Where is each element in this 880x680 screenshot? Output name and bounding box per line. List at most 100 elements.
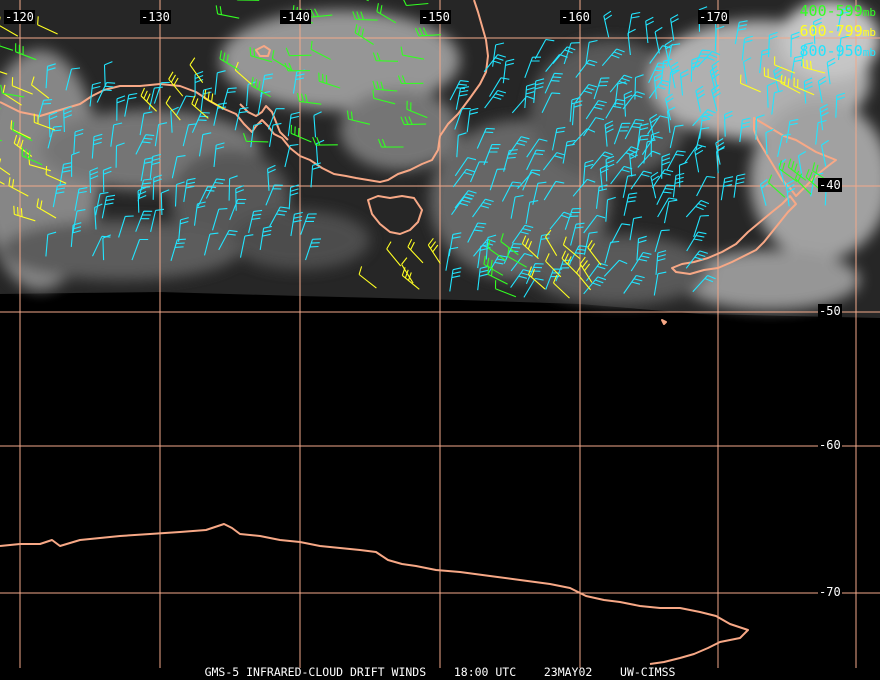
wind-barb (194, 70, 204, 97)
wind-barb (213, 142, 225, 168)
wind-barb (52, 183, 66, 208)
wind-barb (352, 11, 378, 21)
wind-barb (654, 26, 663, 54)
wind-barb (152, 174, 163, 200)
wind-barb (624, 118, 644, 140)
wind-barb (692, 274, 716, 293)
wind-barb (45, 231, 57, 257)
longitude-label-160: -160 (560, 10, 591, 24)
wind-barb (599, 164, 609, 191)
wind-barb (526, 138, 548, 158)
wind-barb (630, 251, 652, 272)
wind-barb (346, 110, 371, 125)
wind-barb (711, 84, 721, 112)
wind-barb (813, 17, 822, 44)
wind-barb (135, 210, 153, 232)
wind-barb (10, 120, 31, 139)
caption-product: GMS-5 INFRARED-CLOUD DRIFT WINDS (204, 665, 427, 679)
wind-barb (582, 159, 594, 185)
wind-barb (733, 173, 746, 198)
wind-barb (0, 71, 8, 75)
wind-barb (148, 86, 163, 110)
coastline-tasmania (367, 195, 423, 235)
wind-barb (452, 168, 475, 188)
wind-barbs (0, 0, 851, 299)
coastline-gulf (239, 103, 289, 141)
wind-barb (268, 122, 282, 147)
legend-unit: mb (862, 6, 876, 19)
wind-barb (709, 65, 720, 93)
wind-barb (290, 124, 312, 143)
wind-barb (168, 71, 184, 97)
wind-barb (777, 133, 791, 158)
wind-barb (182, 123, 198, 147)
wind-barb (427, 237, 441, 264)
wind-barb (59, 162, 73, 187)
coastline-small-island (661, 319, 667, 325)
wind-barb (290, 211, 303, 237)
wind-barb (562, 236, 581, 260)
wind-barb (267, 108, 285, 130)
wind-barb (527, 266, 546, 290)
wind-barb (284, 62, 311, 72)
caption-time: 18:00 UTC (453, 665, 517, 679)
wind-barb (454, 157, 477, 177)
wind-barb (135, 134, 155, 155)
wind-barb (400, 116, 427, 126)
wind-barb (376, 3, 397, 24)
wind-barb (249, 47, 273, 63)
wind-barb (563, 42, 580, 65)
wind-barb (650, 131, 660, 157)
cloud-imagery (0, 0, 880, 318)
wind-barb (483, 54, 506, 73)
wind-barb (313, 111, 322, 138)
wind-barb (649, 113, 659, 141)
wind-barb (763, 67, 786, 84)
wind-barb (150, 208, 165, 233)
wind-barb (102, 234, 112, 261)
wind-barb (613, 122, 631, 145)
legend-row-600-799: 600-799mb (800, 22, 876, 42)
wind-barb (269, 206, 289, 227)
wind-barb (476, 127, 495, 149)
wind-barb (627, 28, 636, 56)
wind-barb (215, 5, 240, 19)
wind-barb (572, 178, 596, 197)
wind-barb (467, 222, 487, 243)
wind-barb (131, 238, 149, 261)
wind-barb (555, 259, 572, 282)
wind-barb (561, 250, 578, 275)
wind-barb (30, 76, 50, 99)
wind-barb (837, 7, 851, 32)
wind-barb (686, 231, 707, 252)
wind-barb (785, 118, 799, 143)
wind-barb (785, 179, 796, 207)
wind-barb (318, 72, 341, 89)
wind-barb (583, 214, 606, 234)
wind-barb (487, 239, 507, 262)
wind-barb (630, 170, 652, 190)
wind-barb (315, 139, 325, 166)
wind-barb (524, 56, 541, 78)
wind-barb (650, 171, 660, 199)
wind-barb (485, 234, 497, 260)
wind-barb (189, 57, 204, 84)
wind-barb (695, 85, 705, 113)
wind-barb (487, 265, 508, 285)
wind-barb (593, 77, 610, 100)
wind-barb (534, 38, 555, 60)
wind-barb (790, 55, 804, 80)
wind-barb (94, 203, 103, 230)
wind-barb (304, 238, 322, 261)
wind-barb (605, 196, 616, 222)
legend-row-800-950: 800-950mb (800, 42, 876, 62)
wind-barb (766, 81, 776, 108)
wind-barb (568, 245, 588, 266)
wind-barb (455, 86, 470, 110)
wind-barb (2, 84, 22, 106)
wind-barb (653, 271, 667, 296)
wind-barb (678, 161, 688, 188)
wind-barb (267, 164, 276, 191)
wind-barb (669, 124, 684, 149)
